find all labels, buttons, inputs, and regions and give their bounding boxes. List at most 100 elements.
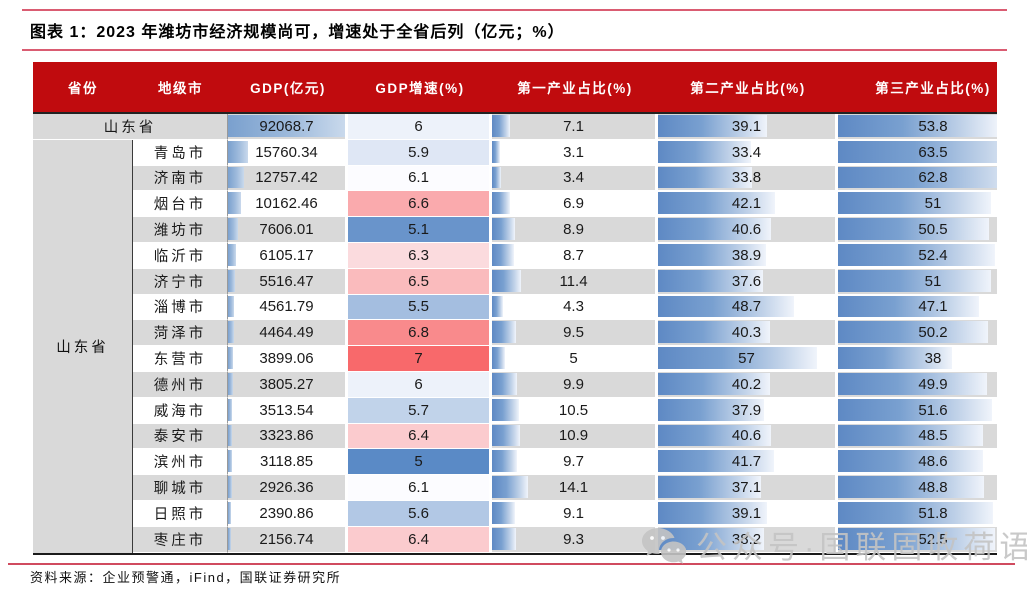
share-bar [492,218,515,240]
gdp-bar [228,115,345,137]
city-name-cell: 烟台市 [133,191,228,218]
secondary-share-cell: 42.1 [658,191,838,218]
primary-share-cell: 9.3 [492,526,658,553]
column-header-gdp: GDP(亿元) [250,81,326,96]
province-column-spacer [33,372,133,398]
primary-share-cell: 3.4 [492,165,658,192]
primary-share-cell: 7.1 [492,114,658,140]
share-bar [838,115,997,137]
gdp-growth-cell: 6.1 [348,165,492,192]
tertiary-share-cell: 51 [838,268,997,295]
gdp-growth-cell: 6.1 [348,475,492,501]
gdp-growth-cell: 5 [348,449,492,476]
gdp-cell: 2156.74 [228,526,348,553]
gdp-cell: 6105.17 [228,242,348,269]
secondary-share-cell: 39.1 [658,500,838,527]
gdp-bar [228,218,238,240]
share-bar [838,476,985,498]
share-bar [838,269,991,292]
gdp-growth-cell: 6.4 [348,423,492,450]
gdp-cell: 2926.36 [228,475,348,501]
table-row: 山东省 92068.7 6 7.1 39.1 53.8 [33,114,997,140]
share-bar [658,166,753,189]
tertiary-share-cell: 47.1 [838,294,997,321]
column-header-tertiary-share: 第三产业占比(%) [875,81,991,96]
share-bar [838,295,979,318]
share-bar [492,166,501,189]
share-bar [492,347,505,369]
share-bar [658,527,765,550]
gdp-growth-cell: 5.5 [348,294,492,321]
secondary-share-cell: 40.6 [658,217,838,243]
province-column-spacer [33,475,133,501]
gdp-bar [228,321,234,344]
province-column-spacer [33,346,133,372]
city-name-cell: 滨州市 [133,449,228,476]
share-bar [492,192,510,215]
share-bar [492,140,500,163]
city-name-cell: 日照市 [133,500,228,527]
tertiary-share-cell: 38 [838,346,997,372]
share-bar [492,501,516,524]
share-bar [838,140,997,163]
primary-share-cell: 9.5 [492,320,658,347]
city-name-cell: 德州市 [133,371,228,398]
gdp-growth-cell: 6.6 [348,191,492,218]
table-row: 威海市 3513.54 5.7 10.5 37.9 51.6 [33,397,997,424]
column-header-gdp-growth: GDP增速(%) [375,81,465,96]
primary-share-cell: 8.7 [492,242,658,269]
tertiary-share-cell: 50.2 [838,320,997,347]
share-bar [658,424,772,447]
table-row: 滨州市 3118.85 5 9.7 41.7 48.6 [33,449,997,476]
wechat-icon [642,527,686,564]
gdp-cell: 3118.85 [228,449,348,476]
gdp-growth-cell: 5.9 [348,139,492,166]
secondary-share-cell: 40.6 [658,423,838,450]
column-header-city: 地级市 [158,81,203,96]
secondary-share-cell: 40.3 [658,320,838,347]
title-divider [22,49,1007,51]
city-name-cell: 临沂市 [133,242,228,269]
share-bar [838,527,996,550]
secondary-share-cell: 37.6 [658,268,838,295]
share-bar [492,295,504,318]
share-bar [658,347,817,369]
secondary-share-cell: 37.9 [658,397,838,424]
tertiary-share-cell: 51.6 [838,397,997,424]
gdp-bar [228,295,234,318]
city-name-cell: 威海市 [133,397,228,424]
gdp-bar [228,450,232,473]
tertiary-share-cell: 51 [838,191,997,218]
province-column-spacer [33,269,133,295]
gdp-growth-cell: 6.8 [348,320,492,347]
tertiary-share-cell: 53.8 [838,114,997,140]
secondary-share-cell: 48.7 [658,294,838,321]
gdp-cell: 4561.79 [228,294,348,321]
share-bar [658,398,764,421]
province-column-spacer [33,243,133,269]
province-row-label: 山东省 [33,114,228,140]
column-header-secondary-share: 第二产业占比(%) [690,81,806,96]
share-bar [838,321,989,344]
gdp-bar [228,424,233,447]
secondary-share-cell: 33.4 [658,139,838,166]
tertiary-share-cell: 51.8 [838,500,997,527]
table-row: 聊城市 2926.36 6.1 14.1 37.1 48.8 [33,475,997,501]
gdp-bar [228,501,232,524]
primary-share-cell: 4.3 [492,294,658,321]
table-row: 枣庄市 2156.74 6.4 9.3 38.2 52.5 [33,526,997,553]
province-column-spacer [33,398,133,424]
share-bar [838,372,988,395]
share-bar [838,398,993,421]
primary-share-cell: 14.1 [492,475,658,501]
gdp-bar [228,527,231,550]
city-name-cell: 聊城市 [133,475,228,501]
watermark: 公众号·国联固收荷语 [640,522,1027,567]
table-row: 淄博市 4561.79 5.5 4.3 48.7 47.1 [33,294,997,321]
gdp-cell: 92068.7 [228,114,348,140]
share-bar [838,424,984,447]
gdp-bar [228,140,249,163]
share-bar [658,140,752,163]
primary-share-cell: 9.7 [492,449,658,476]
